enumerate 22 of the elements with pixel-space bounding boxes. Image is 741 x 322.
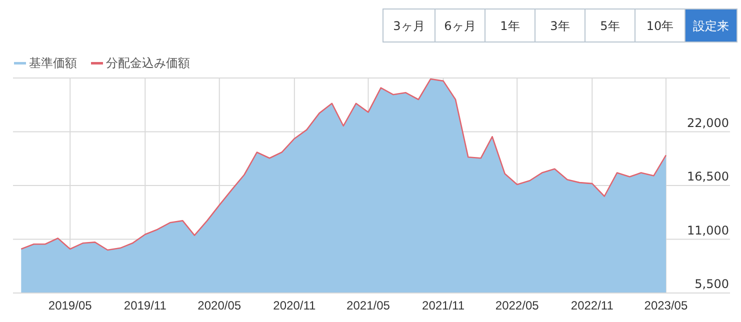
y-tick-label: 5,500 (694, 277, 729, 291)
y-tick-label: 16,500 (687, 170, 729, 184)
x-tick-label: 2022/11 (570, 298, 614, 313)
x-tick-label: 2021/11 (422, 298, 465, 313)
x-tick-label: 2022/05 (495, 298, 540, 313)
x-tick-label: 2020/05 (198, 298, 242, 313)
x-tick-label: 2023/05 (644, 298, 688, 313)
x-tick-label: 2021/05 (346, 298, 390, 313)
text: 6ヶ月 (444, 19, 476, 33)
y-tick-label: 22,000 (687, 116, 729, 130)
text: 設定来 (693, 19, 729, 33)
x-tick-label: 2019/11 (124, 298, 167, 313)
legend-label: 基準価額 (29, 56, 77, 70)
text: 10年 (646, 19, 674, 33)
text: 3年 (550, 19, 570, 33)
y-tick-label: 11,000 (687, 223, 729, 238)
text: 3ヶ月 (393, 19, 425, 33)
legend-label: 分配金込み価額 (106, 56, 190, 70)
x-tick-label: 2019/05 (48, 298, 92, 313)
x-tick-label: 2020/11 (273, 298, 316, 313)
text: 1年 (500, 19, 520, 33)
text: 5年 (600, 19, 620, 33)
